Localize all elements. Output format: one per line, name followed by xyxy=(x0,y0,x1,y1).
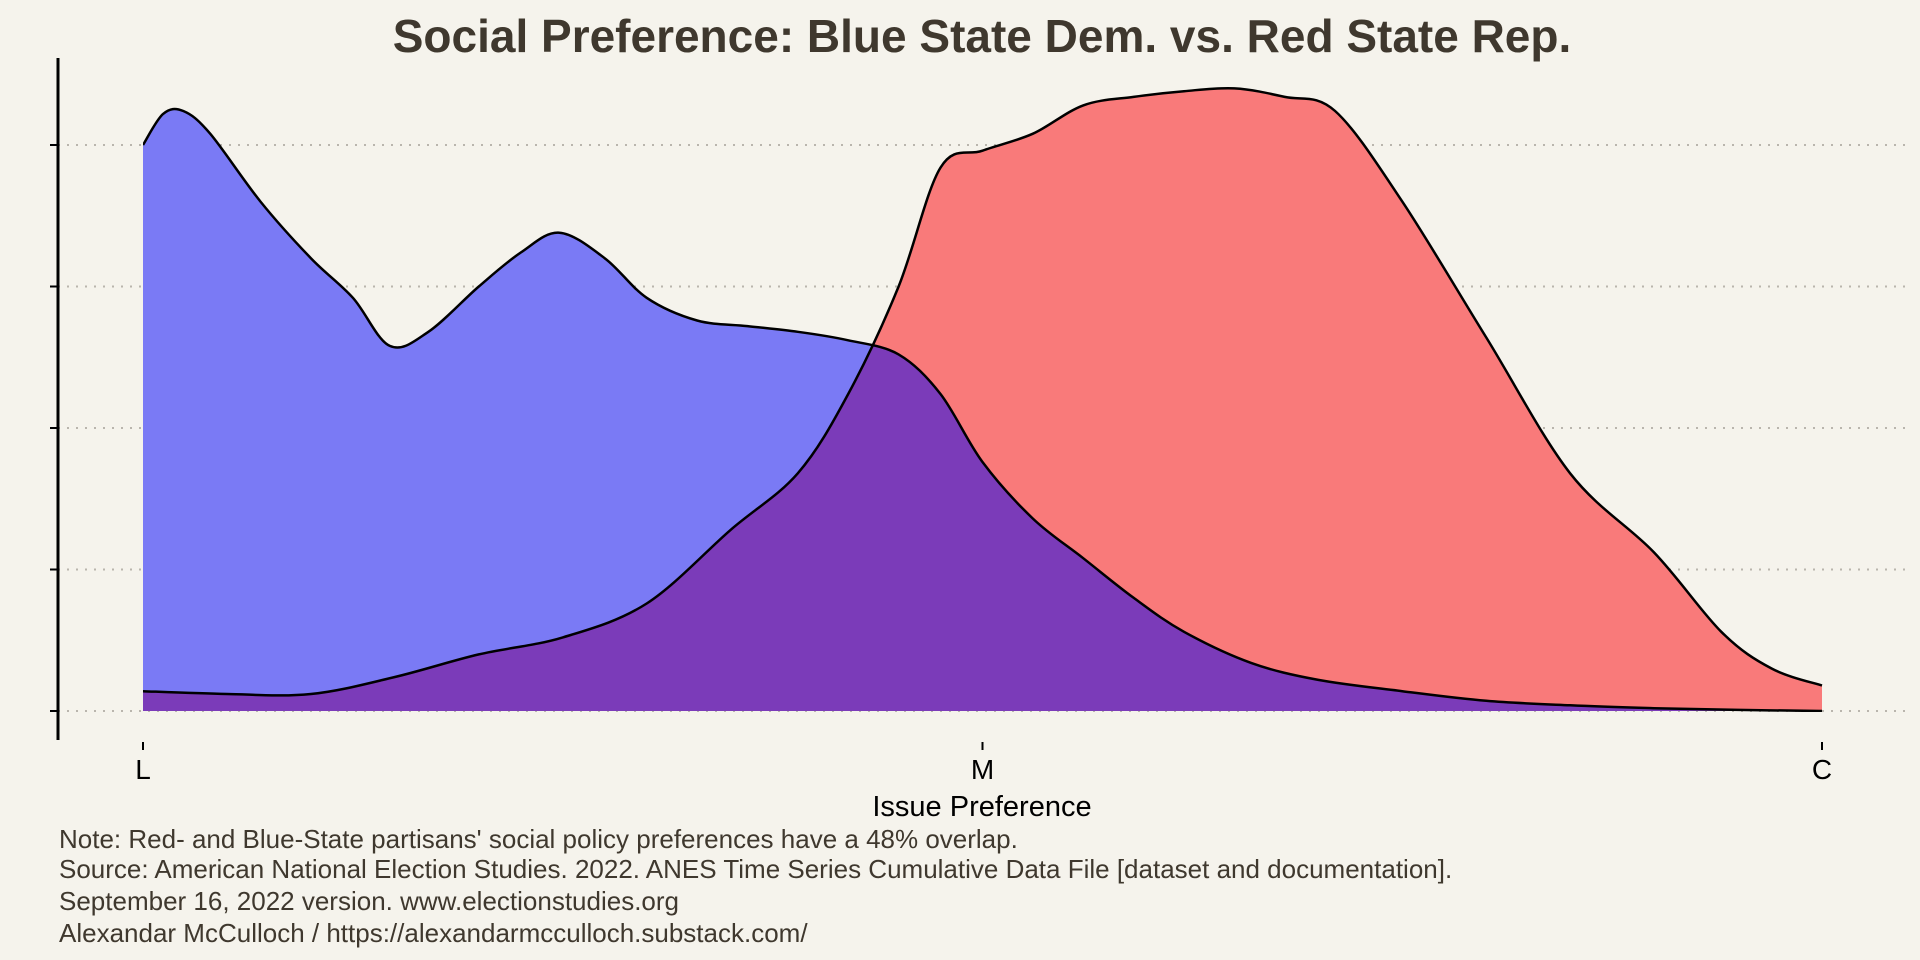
x-tick-label-M: M xyxy=(971,754,994,785)
red-state-rep-area xyxy=(143,88,1822,712)
x-tick-label-L: L xyxy=(135,754,151,785)
source-version-text: September 16, 2022 version. www.election… xyxy=(59,886,679,916)
red-state-rep-curve xyxy=(143,86,1823,697)
x-axis-title: Issue Preference xyxy=(872,791,1091,823)
author-credit: Alexandar McCulloch / https://alexandarm… xyxy=(59,918,808,948)
source-text: Source: American National Election Studi… xyxy=(59,854,1452,884)
blue-state-dem-curve xyxy=(143,107,1823,712)
y-axis-ticks xyxy=(50,144,58,712)
note-text: Note: Red- and Blue-State partisans' soc… xyxy=(59,824,1018,854)
blue-state-dem-area xyxy=(143,108,1822,712)
x-tick-label-C: C xyxy=(1812,754,1832,785)
chart-title: Social Preference: Blue State Dem. vs. R… xyxy=(393,10,1572,62)
